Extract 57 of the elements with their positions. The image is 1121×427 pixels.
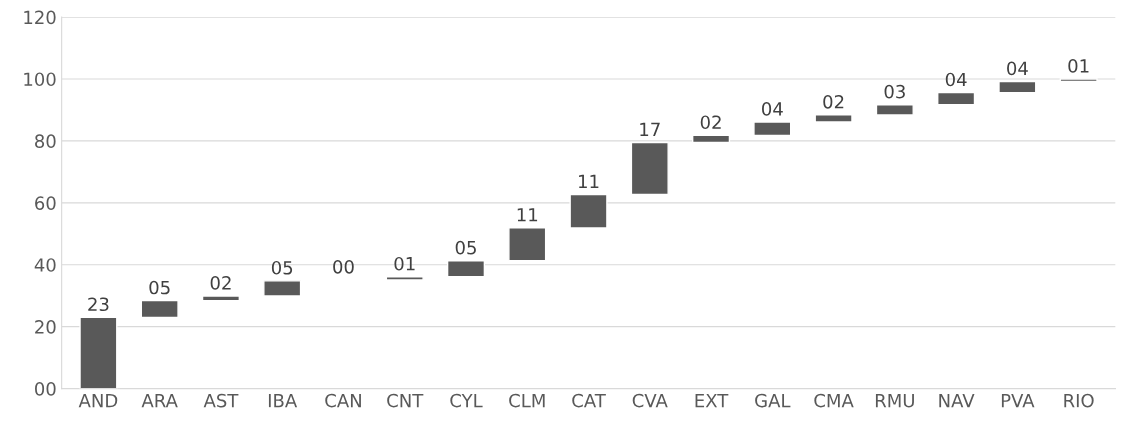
y-tick-label: 120: [24, 10, 56, 25]
bar: [875, 103, 914, 116]
x-tick-label: CAT: [572, 393, 606, 408]
y-tick-label: 40: [34, 258, 56, 272]
x-tick-label: RIO: [1064, 393, 1094, 408]
bar: [998, 80, 1037, 94]
x-tick-label: CAN: [325, 393, 361, 408]
data-label: 01: [1068, 59, 1089, 73]
y-tick-label: 00: [35, 382, 56, 396]
data-label: 01: [394, 256, 415, 271]
bar: [814, 114, 853, 123]
data-label: 02: [210, 276, 231, 290]
y-tick-label: 60: [35, 196, 56, 210]
bar: [140, 299, 179, 319]
x-tick-label: AST: [203, 393, 239, 408]
bar: [263, 280, 302, 297]
x-tick-label: CLM: [509, 393, 545, 408]
data-label: 05: [149, 280, 170, 295]
data-label: 05: [271, 260, 293, 275]
data-label: 00: [333, 259, 354, 274]
bar: [937, 91, 976, 106]
x-tick-label: IBA: [268, 393, 298, 408]
y-tick-label: 100: [24, 72, 56, 87]
bar: [691, 134, 731, 144]
bar: [630, 141, 669, 196]
x-tick-label: PVA: [1001, 393, 1035, 408]
y-tick-label: 20: [35, 320, 56, 334]
data-label: 04: [762, 102, 783, 116]
bar: [385, 276, 424, 281]
bar: [446, 260, 486, 278]
x-tick-label: CNT: [387, 393, 424, 408]
data-label: 04: [945, 72, 967, 87]
data-label: 11: [517, 208, 538, 222]
data-label: 17: [640, 122, 660, 136]
y-tick-label: 80: [35, 134, 56, 149]
x-tick-label: CYL: [450, 393, 483, 408]
bar: [79, 316, 118, 389]
x-tick-label: CMA: [814, 393, 854, 408]
data-label: 04: [1007, 61, 1028, 76]
x-tick-label: GAL: [755, 393, 791, 408]
bar: [508, 227, 547, 262]
x-tick-label: RMU: [875, 393, 914, 408]
bar: [201, 295, 241, 302]
x-tick-label: AND: [78, 393, 118, 408]
data-label: 02: [700, 115, 721, 130]
x-tick-label: EXT: [695, 393, 729, 408]
data-label: 05: [455, 240, 476, 255]
x-tick-label: ARA: [141, 393, 178, 408]
x-tick-label: NAV: [939, 393, 975, 408]
data-label: 03: [884, 84, 905, 99]
bar: [1059, 78, 1098, 83]
data-label: 11: [579, 174, 599, 188]
x-tick-label: CVA: [632, 393, 668, 408]
data-label: 02: [823, 94, 844, 109]
bar: [569, 193, 608, 229]
bar: [753, 121, 792, 137]
data-label: 23: [88, 297, 109, 312]
